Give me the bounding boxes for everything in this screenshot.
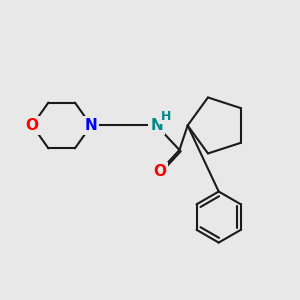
- Text: H: H: [160, 110, 171, 123]
- Text: N: N: [150, 118, 163, 133]
- Text: O: O: [26, 118, 39, 133]
- Text: N: N: [85, 118, 98, 133]
- Text: O: O: [153, 164, 166, 179]
